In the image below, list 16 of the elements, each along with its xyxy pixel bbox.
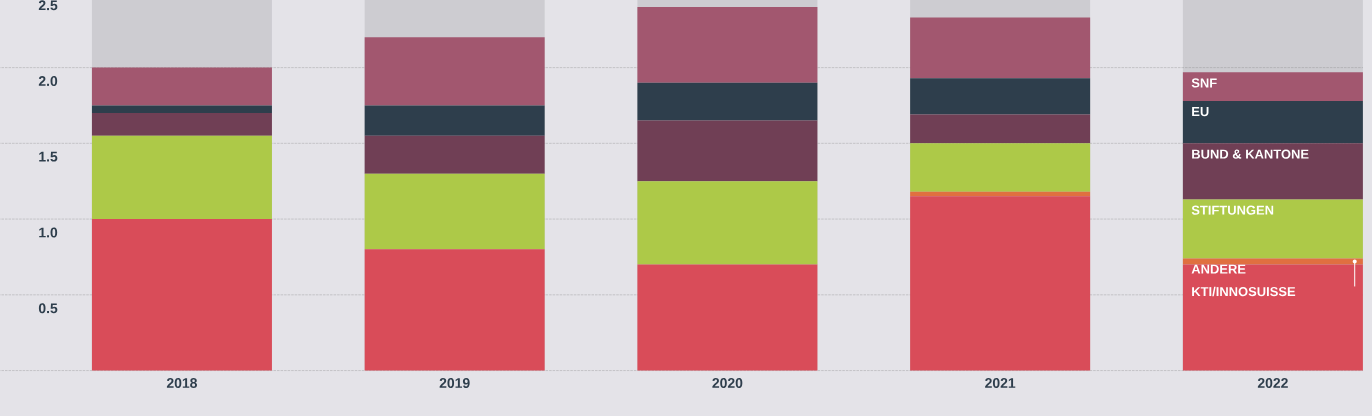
x-tick-label: 2019 <box>439 378 470 388</box>
x-tick-label: 2020 <box>712 378 743 388</box>
x-tick-label: 2022 <box>1257 378 1288 388</box>
series-label: SNF <box>1191 78 1217 88</box>
series-label: STIFTUNGEN <box>1191 205 1274 215</box>
y-tick-label: 1.5 <box>39 151 58 162</box>
x-tick-label: 2018 <box>166 378 197 388</box>
series-label: ANDERE <box>1191 264 1246 274</box>
y-tick-label: 2.0 <box>38 76 58 86</box>
series-label: KTI/INNOSUISSE <box>1192 286 1296 297</box>
y-tick-label: 1.0 <box>39 227 58 238</box>
series-label: BUND & KANTONE <box>1192 149 1309 159</box>
y-tick-label: 2.5 <box>38 0 58 11</box>
x-tick-label: 2021 <box>985 378 1016 388</box>
y-tick-label: 0.5 <box>38 303 58 314</box>
series-label: EU <box>1192 107 1209 117</box>
